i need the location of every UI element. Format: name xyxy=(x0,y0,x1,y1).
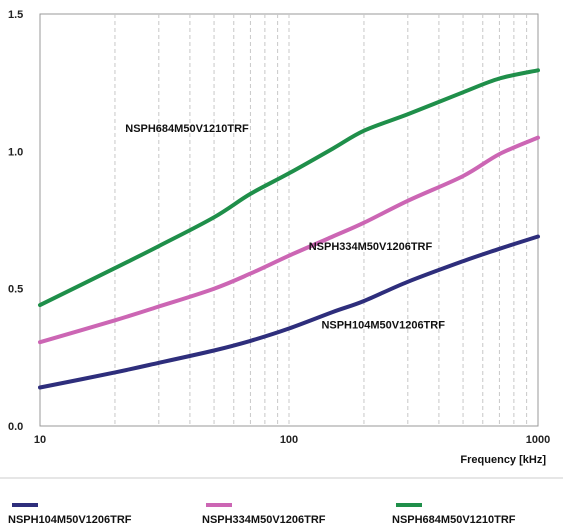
legend-label: NSPH104M50V1206TRF xyxy=(8,514,132,526)
y-axis-ticks: 0.0 0.5 1.0 1.5 xyxy=(8,9,23,433)
legend-label: NSPH684M50V1210TRF xyxy=(392,514,516,526)
y-tick-label: 1.0 xyxy=(8,146,23,158)
series-line-NSPH334M50V1206TRF xyxy=(38,135,540,345)
series-line-NSPH684M50V1210TRF xyxy=(38,68,540,308)
series-annotation: NSPH334M50V1206TRF xyxy=(309,241,433,253)
grid xyxy=(114,14,528,426)
y-tick-label: 0.5 xyxy=(8,284,23,296)
series-annotations: NSPH684M50V1210TRF NSPH334M50V1206TRF NSPH… xyxy=(125,123,445,331)
x-tick-label: 100 xyxy=(280,434,298,446)
series-line-NSPH104M50V1206TRF xyxy=(38,234,540,390)
x-tick-label: 1000 xyxy=(526,434,550,446)
x-axis-ticks: 10 100 1000 xyxy=(34,434,550,446)
series-lines xyxy=(38,68,540,390)
legend: NSPH104M50V1206TRF NSPH334M50V1206TRF NSPH… xyxy=(8,503,516,526)
x-axis-label: Frequency [kHz] xyxy=(460,454,546,466)
legend-label: NSPH334M50V1206TRF xyxy=(202,514,326,526)
series-annotation: NSPH104M50V1206TRF xyxy=(321,319,445,331)
y-tick-label: 0.0 xyxy=(8,421,23,433)
x-tick-label: 10 xyxy=(34,434,46,446)
y-tick-label: 1.5 xyxy=(8,9,23,21)
series-annotation: NSPH684M50V1210TRF xyxy=(125,123,249,135)
